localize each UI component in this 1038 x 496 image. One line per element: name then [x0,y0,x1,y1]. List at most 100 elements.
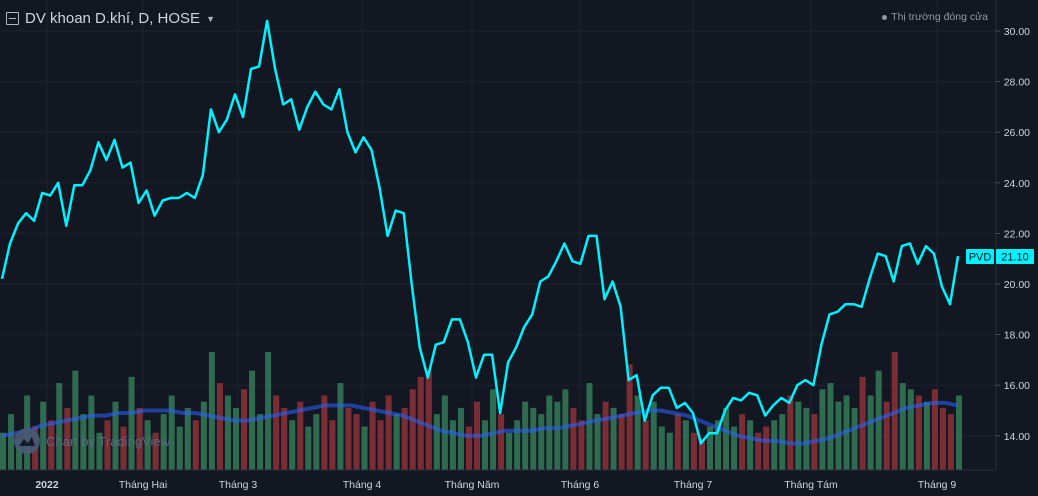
volume-bar [803,407,810,470]
volume-bar [682,420,689,470]
volume-bar [907,389,914,470]
time-axis[interactable]: 2022 Tháng Hai Tháng 3 Tháng 4 Tháng Năm Thán… [35,479,956,491]
volume-bar [755,432,762,470]
volume-bar [401,407,408,470]
volume-bar [112,401,119,470]
volume-bar [482,420,489,470]
volume-bar [232,407,240,470]
volume-bar [530,407,537,470]
volume-bar [666,432,673,470]
volume-bar [152,432,159,470]
series-legend: DV khoan D.khí, D, HOSE ▼ [6,10,215,27]
volume-bar [136,407,143,470]
volume-bar [658,426,665,470]
volume-bar [522,401,529,470]
volume-bar [273,395,280,470]
volume-bar [168,395,175,470]
watermark[interactable]: Chart by TradingView [14,428,170,454]
x-tick-label: Tháng 7 [674,479,713,491]
volume-bar [64,407,71,470]
volume-bar [361,426,368,470]
volume-bar [345,407,352,470]
x-tick-label: Tháng 4 [343,479,382,491]
volume-bar [923,401,930,470]
volume-bar [337,383,344,470]
x-tick-label: 2022 [35,479,59,491]
volume-bar [160,414,167,470]
volume-bar [409,389,416,470]
volume-bar [634,395,641,470]
volume-bar [899,383,906,470]
volume-bar [771,420,778,470]
x-tick-label: Tháng Hai [119,479,167,491]
volume-bar [369,401,376,470]
volume-bar [377,420,384,470]
volume-bar [144,420,151,470]
price-axis[interactable]: 30.00 28.00 26.00 24.00 22.00 20.00 18.00 16.00… [996,26,1030,443]
chevron-down-icon[interactable]: ▼ [206,13,215,24]
volume-bar [425,370,432,470]
volume-bar [578,420,585,470]
grid [0,0,996,470]
volume-bar [56,383,63,470]
volume-bar [698,438,705,470]
volume-bar [554,401,561,470]
volume-bar [915,395,922,470]
volume-bar [457,407,464,470]
volume-bar [795,401,802,470]
volume-bar [723,407,730,470]
volume-bar [490,389,497,470]
volume-bar [570,407,577,470]
volume-bar [763,426,770,470]
volume-bar [321,395,328,470]
volume-bar [216,383,223,470]
volume-bar [931,389,938,470]
y-tick-label: 14.00 [1004,431,1030,443]
volume-bar [305,426,312,470]
volume-bar [353,414,360,470]
volume-bar [313,414,320,470]
market-status-text: Thị trường đóng cửa [891,11,988,23]
volume-bar [8,414,15,470]
volume-bar [586,383,593,470]
volume-bar [16,438,23,470]
volume-bar [329,420,336,470]
volume-bar [827,383,834,470]
volume-bar [706,426,713,470]
volume-bar [128,376,135,470]
volume-bar [88,395,95,470]
volume-bar [281,407,288,470]
collapse-icon[interactable] [6,12,19,25]
volume-bar [289,420,296,470]
volume-bar [224,395,231,470]
volume-bar [618,414,625,470]
y-tick-label: 22.00 [1004,228,1030,240]
y-tick-label: 24.00 [1004,178,1030,190]
volume-bar [562,389,569,470]
volume-bar [690,432,697,470]
market-status: Thị trường đóng cửa [882,11,988,23]
volume-ma-line [1,400,959,446]
y-tick-label: 16.00 [1004,380,1030,392]
volume-bar [610,407,617,470]
volume-bar [393,414,400,470]
volume-bar [465,426,472,470]
volume-bar [747,420,754,470]
y-tick-label: 30.00 [1004,26,1030,38]
volume-bar [297,401,304,470]
x-tick-label: Tháng Năm [445,479,500,491]
volume-bar [939,407,946,470]
volume-bar [819,389,826,470]
volume-bar [538,414,545,470]
tradingview-logo-icon [14,428,40,454]
last-price-marker: PVD 21.10 [966,249,1034,264]
volume-bar [200,401,207,470]
volume-bar [498,414,505,470]
volume-bar [546,395,553,470]
volume-bar [642,420,649,470]
series-title[interactable]: DV khoan D.khí, D, HOSE [25,10,201,27]
y-tick-label: 28.00 [1004,77,1030,89]
x-tick-label: Tháng Tám [784,479,838,491]
volume-bar [104,420,111,470]
